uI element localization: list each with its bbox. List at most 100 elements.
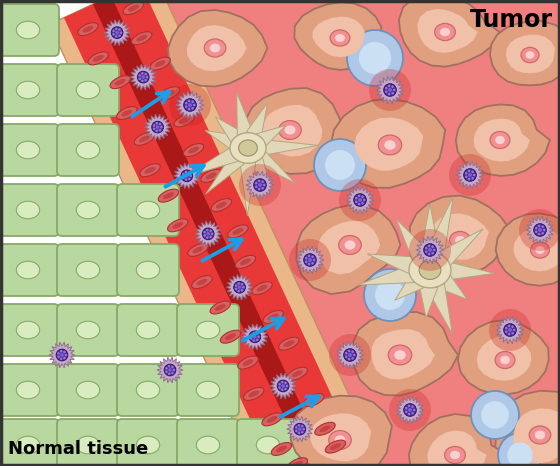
Ellipse shape bbox=[182, 173, 185, 175]
Ellipse shape bbox=[304, 254, 316, 266]
Polygon shape bbox=[458, 320, 549, 395]
Polygon shape bbox=[249, 157, 270, 186]
FancyBboxPatch shape bbox=[0, 419, 59, 466]
Polygon shape bbox=[437, 273, 467, 299]
Ellipse shape bbox=[408, 404, 410, 407]
Ellipse shape bbox=[76, 381, 100, 399]
FancyBboxPatch shape bbox=[0, 64, 59, 116]
Ellipse shape bbox=[146, 76, 148, 78]
Ellipse shape bbox=[281, 384, 285, 388]
Ellipse shape bbox=[163, 192, 174, 199]
Polygon shape bbox=[496, 316, 524, 344]
Ellipse shape bbox=[220, 330, 241, 343]
Ellipse shape bbox=[234, 281, 245, 293]
Ellipse shape bbox=[262, 180, 264, 183]
Ellipse shape bbox=[202, 228, 214, 240]
Ellipse shape bbox=[182, 176, 185, 179]
Ellipse shape bbox=[185, 102, 188, 104]
Polygon shape bbox=[64, 0, 356, 466]
Ellipse shape bbox=[192, 275, 212, 288]
Ellipse shape bbox=[358, 195, 360, 197]
FancyBboxPatch shape bbox=[177, 419, 239, 466]
Polygon shape bbox=[263, 105, 323, 157]
Ellipse shape bbox=[287, 367, 307, 380]
Ellipse shape bbox=[60, 350, 62, 352]
FancyBboxPatch shape bbox=[117, 364, 179, 416]
FancyBboxPatch shape bbox=[0, 364, 59, 416]
Ellipse shape bbox=[185, 178, 187, 181]
Ellipse shape bbox=[256, 339, 259, 341]
Polygon shape bbox=[296, 246, 324, 274]
Ellipse shape bbox=[115, 35, 118, 38]
Ellipse shape bbox=[63, 357, 66, 359]
Polygon shape bbox=[184, 147, 238, 178]
Ellipse shape bbox=[172, 222, 183, 229]
Ellipse shape bbox=[329, 431, 351, 449]
Polygon shape bbox=[427, 431, 487, 466]
Ellipse shape bbox=[167, 219, 188, 232]
Ellipse shape bbox=[171, 372, 174, 374]
FancyBboxPatch shape bbox=[0, 184, 59, 236]
Ellipse shape bbox=[495, 136, 505, 144]
Polygon shape bbox=[245, 88, 344, 174]
Ellipse shape bbox=[258, 180, 260, 182]
Polygon shape bbox=[287, 416, 313, 442]
Ellipse shape bbox=[185, 171, 187, 173]
FancyBboxPatch shape bbox=[57, 304, 119, 356]
Ellipse shape bbox=[252, 281, 272, 295]
Ellipse shape bbox=[192, 107, 194, 110]
Ellipse shape bbox=[535, 231, 538, 233]
Ellipse shape bbox=[238, 356, 258, 369]
Ellipse shape bbox=[384, 140, 396, 150]
Ellipse shape bbox=[258, 183, 262, 187]
Ellipse shape bbox=[216, 202, 227, 208]
Ellipse shape bbox=[435, 23, 455, 41]
Ellipse shape bbox=[159, 123, 161, 125]
Ellipse shape bbox=[192, 101, 194, 103]
FancyBboxPatch shape bbox=[57, 419, 119, 466]
Polygon shape bbox=[371, 329, 435, 379]
Polygon shape bbox=[367, 254, 416, 275]
Ellipse shape bbox=[375, 280, 405, 310]
Ellipse shape bbox=[289, 239, 331, 281]
Ellipse shape bbox=[16, 261, 40, 279]
Ellipse shape bbox=[526, 51, 534, 59]
Ellipse shape bbox=[315, 422, 335, 435]
Ellipse shape bbox=[530, 242, 549, 258]
Polygon shape bbox=[0, 0, 320, 466]
Ellipse shape bbox=[385, 90, 388, 93]
Ellipse shape bbox=[535, 227, 538, 229]
Polygon shape bbox=[215, 116, 243, 144]
Polygon shape bbox=[357, 264, 416, 285]
Ellipse shape bbox=[188, 108, 190, 110]
Ellipse shape bbox=[141, 72, 143, 75]
Ellipse shape bbox=[347, 30, 403, 86]
Ellipse shape bbox=[511, 332, 514, 335]
Text: Tumor: Tumor bbox=[470, 8, 553, 32]
Ellipse shape bbox=[209, 230, 212, 232]
Ellipse shape bbox=[248, 391, 259, 397]
Ellipse shape bbox=[136, 261, 160, 279]
Polygon shape bbox=[513, 409, 560, 463]
Polygon shape bbox=[144, 114, 171, 140]
Polygon shape bbox=[168, 10, 268, 87]
Ellipse shape bbox=[206, 229, 208, 231]
Ellipse shape bbox=[344, 349, 356, 361]
Ellipse shape bbox=[481, 401, 509, 429]
Ellipse shape bbox=[329, 334, 371, 376]
Ellipse shape bbox=[308, 254, 310, 257]
Ellipse shape bbox=[164, 364, 176, 376]
Ellipse shape bbox=[159, 87, 180, 100]
Polygon shape bbox=[490, 21, 560, 85]
Ellipse shape bbox=[140, 164, 160, 177]
Text: Normal tissue: Normal tissue bbox=[8, 440, 148, 458]
Polygon shape bbox=[416, 236, 444, 264]
Ellipse shape bbox=[181, 170, 193, 182]
Polygon shape bbox=[417, 9, 478, 53]
Ellipse shape bbox=[242, 359, 254, 366]
Ellipse shape bbox=[197, 321, 220, 339]
Ellipse shape bbox=[503, 324, 516, 336]
Ellipse shape bbox=[408, 413, 410, 415]
Ellipse shape bbox=[253, 332, 255, 334]
Ellipse shape bbox=[144, 79, 147, 82]
